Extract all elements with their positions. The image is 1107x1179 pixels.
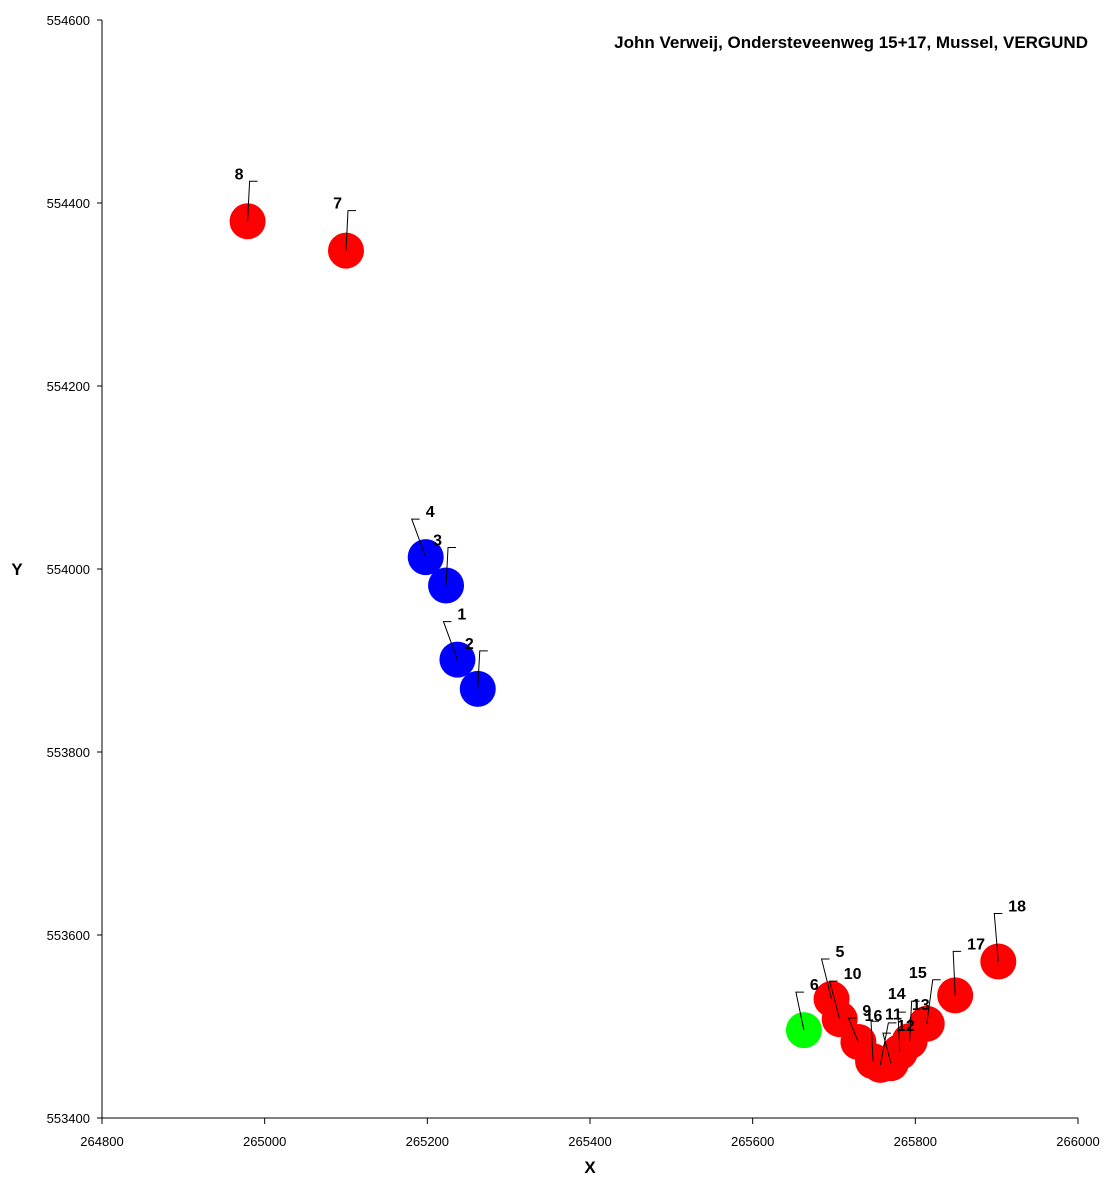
label-leader-4 [410, 518, 427, 558]
point-label-16: 16 [865, 1008, 883, 1025]
point-label-13: 13 [912, 997, 930, 1014]
label-leader-6 [795, 991, 805, 1031]
label-leader-17 [952, 950, 962, 996]
point-label-6: 6 [810, 977, 819, 994]
x-ticks: 264800 265000 265200 265400 265600 265800 2660… [80, 1118, 1100, 1149]
y-tick-label: 553600 [47, 928, 90, 943]
data-points [229, 203, 1017, 1083]
point-label-12: 12 [897, 1018, 915, 1035]
chart-title: John Verweij, Ondersteveenweg 15+17, Mus… [614, 33, 1088, 52]
x-axis-title: X [584, 1158, 596, 1177]
y-tick-label: 554400 [47, 196, 90, 211]
label-leader-7 [345, 210, 356, 251]
y-tick-label: 554000 [47, 562, 90, 577]
label-leader-14 [909, 1000, 920, 1042]
point-label-1: 1 [457, 607, 466, 624]
x-tick-label: 265400 [568, 1134, 611, 1149]
x-tick-label: 264800 [80, 1134, 123, 1149]
label-leader-3 [445, 546, 457, 586]
label-leader-1 [442, 621, 458, 660]
label-leader-10 [829, 980, 841, 1020]
y-tick-label: 553800 [47, 745, 90, 760]
x-tick-label: 266000 [1056, 1134, 1099, 1149]
point-label-18: 18 [1008, 899, 1026, 916]
label-leader-11 [870, 1020, 880, 1062]
y-tick-label: 554200 [47, 379, 90, 394]
point-label-3: 3 [433, 532, 442, 549]
y-tick-label: 554600 [47, 13, 90, 28]
label-leader-2 [477, 650, 488, 689]
point-label-15: 15 [909, 965, 927, 982]
point-label-7: 7 [333, 196, 342, 213]
label-leader-8 [247, 180, 258, 222]
point-label-14: 14 [888, 986, 906, 1003]
point-label-2: 2 [465, 636, 474, 653]
point-label-5: 5 [836, 944, 845, 961]
point-label-8: 8 [235, 166, 244, 183]
point-label-17: 17 [967, 936, 985, 953]
y-ticks: 553400 553600 553800 554000 554200 554400 5546… [47, 13, 102, 1126]
x-tick-label: 265600 [731, 1134, 774, 1149]
label-leader-18 [993, 913, 1003, 962]
x-tick-label: 265200 [406, 1134, 449, 1149]
label-leader-9 [847, 1017, 859, 1043]
x-tick-label: 265800 [894, 1134, 937, 1149]
label-leader-5 [820, 958, 833, 1000]
x-tick-label: 265000 [243, 1134, 286, 1149]
label-leader-15 [926, 979, 941, 1024]
point-label-10: 10 [844, 966, 862, 983]
data-point-7 [328, 232, 364, 269]
y-axis-title: Y [11, 560, 23, 579]
label-leader-12 [882, 1032, 892, 1064]
axes [101, 20, 1078, 1119]
point-label-4: 4 [426, 504, 435, 521]
point-label-9: 9 [862, 1003, 871, 1020]
label-leader-13 [897, 1011, 906, 1053]
label-leader-16 [879, 1022, 897, 1066]
y-tick-label: 553400 [47, 1111, 90, 1126]
